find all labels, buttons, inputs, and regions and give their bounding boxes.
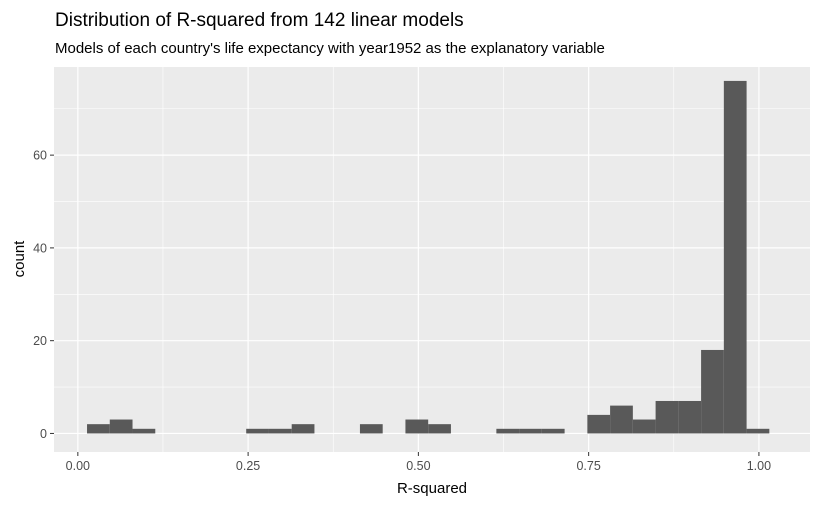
histogram-bar	[519, 428, 542, 434]
y-tick-label: 40	[33, 241, 47, 255]
histogram-bar	[701, 349, 724, 434]
histogram-bar	[132, 428, 156, 434]
x-tick-label: 0.50	[406, 459, 430, 473]
histogram-bar	[428, 424, 451, 434]
histogram-bars	[87, 80, 770, 434]
x-tick-label: 0.25	[236, 459, 260, 473]
grid-minor	[54, 67, 810, 452]
y-axis: 0 20 40 60	[33, 149, 54, 441]
histogram-bar	[109, 419, 133, 434]
y-tick-label: 60	[33, 149, 47, 163]
histogram-bar	[87, 424, 110, 434]
y-axis-title: count	[11, 240, 28, 278]
histogram-bar	[268, 428, 292, 434]
x-tick-label: 0.75	[576, 459, 600, 473]
histogram-bar	[610, 405, 633, 434]
histogram-bar	[496, 428, 520, 434]
histogram-bar	[246, 428, 269, 434]
chart-title: Distribution of R-squared from 142 linea…	[55, 10, 464, 31]
plot-panel	[54, 67, 810, 452]
histogram-bar	[746, 428, 770, 434]
histogram-bar	[405, 419, 429, 434]
histogram-bar	[632, 419, 656, 434]
histogram-bar	[678, 400, 702, 434]
y-tick-label: 20	[33, 334, 47, 348]
histogram-bar	[359, 424, 383, 434]
histogram-bar	[291, 424, 315, 434]
x-axis-title: R-squared	[397, 480, 467, 497]
histogram-bar	[723, 80, 747, 434]
x-tick-label: 1.00	[747, 459, 771, 473]
histogram-bar	[587, 414, 611, 434]
histogram-bar	[541, 428, 565, 434]
x-tick-label: 0.00	[66, 459, 90, 473]
y-tick-label: 0	[40, 427, 47, 441]
x-axis: 0.00 0.25 0.50 0.75 1.00	[66, 452, 771, 473]
chart-subtitle: Models of each country's life expectancy…	[55, 40, 605, 57]
histogram-bar	[655, 400, 679, 434]
